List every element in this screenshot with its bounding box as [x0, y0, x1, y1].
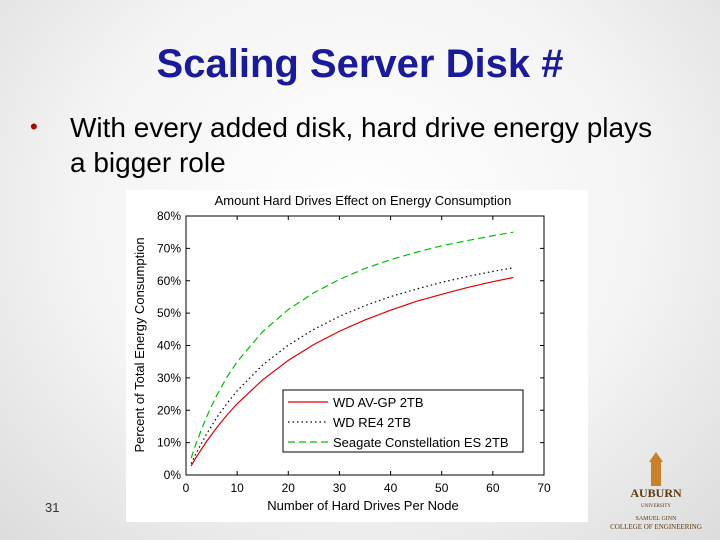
series-line	[190, 267, 514, 464]
bullet-marker: •	[30, 114, 38, 139]
logo: AUBURN UNIVERSITY SAMUEL GINN COLLEGE OF…	[610, 452, 702, 531]
series-line	[190, 276, 514, 467]
legend-label: WD RE4 2TB	[333, 415, 411, 430]
y-tick-label: 10%	[157, 436, 181, 450]
logo-college: SAMUEL GINN	[636, 516, 678, 522]
y-tick-label: 30%	[157, 371, 181, 385]
y-axis-label: Percent of Total Energy Consumption	[132, 237, 147, 452]
x-tick-label: 30	[333, 481, 347, 495]
logo-sub: UNIVERSITY	[641, 504, 671, 509]
y-tick-label: 40%	[157, 339, 181, 353]
x-tick-label: 60	[486, 481, 500, 495]
logo-college: COLLEGE OF ENGINEERING	[610, 523, 702, 531]
x-tick-label: 0	[183, 481, 190, 495]
y-tick-label: 50%	[157, 306, 181, 320]
logo-roof	[649, 452, 663, 462]
y-tick-label: 20%	[157, 403, 181, 417]
x-tick-label: 10	[230, 481, 244, 495]
chart-title: Amount Hard Drives Effect on Energy Cons…	[215, 193, 512, 208]
x-tick-label: 50	[435, 481, 449, 495]
y-tick-label: 70%	[157, 241, 181, 255]
logo-tower	[651, 462, 661, 486]
y-tick-label: 80%	[157, 209, 181, 223]
x-tick-label: 20	[282, 481, 296, 495]
logo-name: AUBURN	[630, 486, 682, 500]
x-tick-label: 70	[537, 481, 551, 495]
y-tick-label: 0%	[164, 468, 182, 482]
legend-label: WD AV-GP 2TB	[333, 395, 424, 410]
legend-label: Seagate Constellation ES 2TB	[333, 435, 509, 450]
y-tick-label: 60%	[157, 274, 181, 288]
bullet-text: With every added disk, hard drive energy…	[70, 112, 653, 178]
series-line	[190, 231, 514, 459]
x-axis-label: Number of Hard Drives Per Node	[267, 498, 458, 513]
slide-title: Scaling Server Disk #	[156, 42, 564, 86]
page-number: 31	[45, 500, 60, 515]
x-tick-label: 40	[384, 481, 398, 495]
